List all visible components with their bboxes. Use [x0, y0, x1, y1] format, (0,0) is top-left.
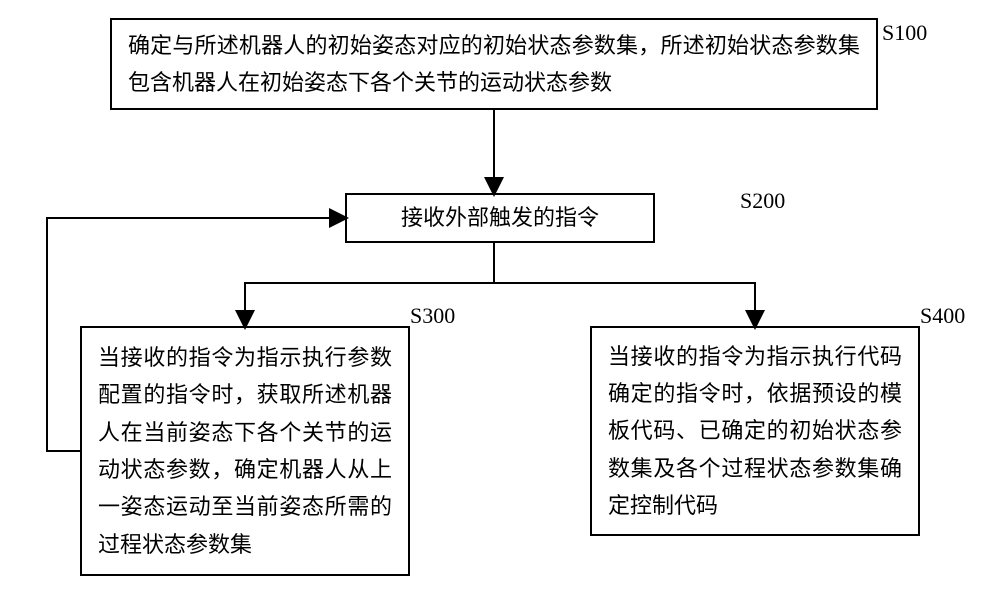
- edge-s200-to-s300: [245, 243, 494, 326]
- flowchart-connectors: [0, 0, 1000, 591]
- edge-s300-to-s200: [47, 218, 345, 451]
- edge-s200-to-s400: [494, 243, 755, 326]
